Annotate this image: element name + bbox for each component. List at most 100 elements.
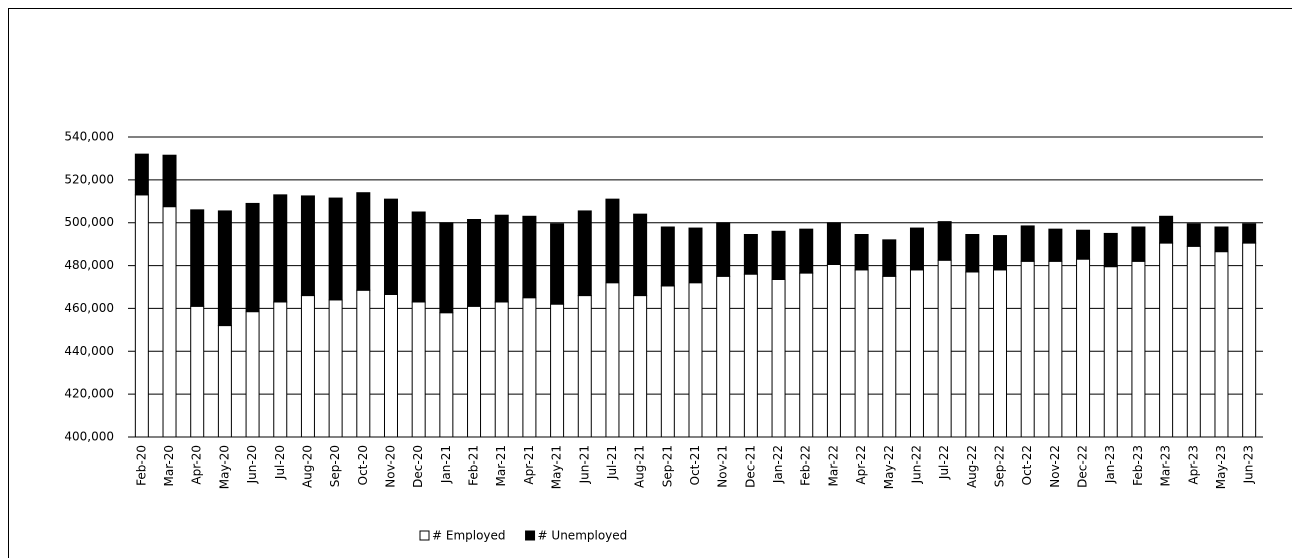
x-tick-label: Nov-22 [1048, 445, 1062, 488]
x-tick-label: Jan-23 [1103, 445, 1117, 484]
bar-segment [522, 297, 537, 438]
bar-segment [245, 311, 260, 438]
bar-segment [799, 228, 814, 274]
x-tick-label: Sep-22 [993, 445, 1007, 487]
bar-segment [688, 227, 703, 284]
x-tick-label: Jan-22 [771, 445, 785, 484]
bar-segment [909, 227, 924, 271]
x-tick-label: Jun-23 [1242, 445, 1256, 484]
x-tick-label: Apr-23 [1186, 445, 1200, 485]
x-tick-label: Oct-20 [356, 445, 370, 485]
bar-segment [826, 264, 841, 438]
bar-segment [1048, 260, 1063, 438]
bar-segment [771, 279, 786, 438]
x-tick-label: Mar-21 [494, 445, 508, 486]
x-tick-label: May-20 [217, 445, 231, 489]
bar-segment [1076, 229, 1091, 260]
bar-segment [217, 210, 232, 327]
legend-swatch [525, 530, 536, 541]
bar-segment [716, 275, 731, 438]
x-tick-label: Oct-21 [688, 445, 702, 485]
bar-segment [771, 230, 786, 281]
bar-segment [660, 226, 675, 287]
x-tick-label: May-23 [1214, 445, 1228, 489]
bar-segment [882, 275, 897, 438]
legend-label: # Employed [432, 529, 506, 543]
y-tick-label: 520,000 [64, 172, 114, 186]
bar-segment [577, 295, 592, 438]
bar-segment [411, 301, 426, 438]
x-tick-label: Oct-22 [1020, 445, 1034, 485]
bar-segment [494, 301, 509, 438]
x-tick-label: Dec-20 [411, 445, 425, 488]
x-tick-label: Apr-22 [854, 445, 868, 485]
bar-segment [909, 269, 924, 438]
y-tick-label: 540,000 [64, 130, 114, 144]
bar-segment [1186, 245, 1201, 438]
x-tick-label: Nov-20 [383, 445, 397, 488]
y-tick-label: 440,000 [64, 344, 114, 358]
y-tick-label: 500,000 [64, 215, 114, 229]
bar-segment [1159, 215, 1174, 244]
bar-segment [356, 289, 371, 438]
bar-segment [1103, 266, 1118, 438]
bar-segment [134, 153, 149, 196]
bar-segment [1103, 232, 1118, 268]
bar-segment [743, 234, 758, 275]
bar-segment [1214, 251, 1229, 438]
bar-segment [356, 192, 371, 291]
x-tick-label: Jun-21 [577, 445, 591, 484]
bar-segment [439, 312, 454, 438]
x-tick-label: Jun-20 [245, 445, 259, 484]
bar-segment [605, 282, 620, 438]
bar-segment [550, 303, 565, 438]
x-tick-label: Jan-21 [439, 445, 453, 484]
bar-segment [1020, 260, 1035, 438]
x-tick-label: Mar-22 [826, 445, 840, 486]
x-tick-label: Feb-21 [467, 445, 481, 486]
bar-segment [688, 282, 703, 438]
bar-segment [993, 235, 1008, 271]
bar-segment [1159, 242, 1174, 438]
bar-segment [854, 234, 869, 271]
x-tick-label: Mar-20 [162, 445, 176, 486]
bar-segment [134, 194, 149, 438]
x-tick-label: Dec-21 [743, 445, 757, 488]
x-tick-label: May-21 [550, 445, 564, 489]
bar-segment [1048, 228, 1063, 262]
bar-segment [937, 221, 952, 261]
bar-segment [1214, 226, 1229, 253]
bar-segment [882, 239, 897, 277]
x-tick-label: Jul-20 [273, 445, 287, 480]
x-tick-label: Jun-22 [909, 445, 923, 484]
bar-segment [467, 219, 482, 307]
bar-segment [1131, 226, 1146, 262]
x-tick-label: Jul-22 [937, 445, 951, 480]
bar-segment [162, 154, 177, 208]
bar-segment [965, 271, 980, 438]
bar-segment [937, 259, 952, 438]
bar-segment [494, 214, 509, 303]
x-tick-label: Jul-21 [605, 445, 619, 480]
bar-segment [273, 301, 288, 438]
bar-segment [467, 305, 482, 438]
bar-segment [799, 272, 814, 438]
bar-segment [854, 269, 869, 438]
y-tick-label: 460,000 [64, 301, 114, 315]
bar-segment [300, 195, 315, 297]
bar-segment [217, 325, 232, 438]
bar-segment [550, 223, 565, 305]
x-tick-label: Feb-20 [134, 445, 148, 486]
chart-frame [8, 8, 1292, 558]
y-tick-label: 420,000 [64, 387, 114, 401]
bar-segment [1076, 258, 1091, 438]
x-tick-label: May-22 [882, 445, 896, 489]
bar-segment [1186, 223, 1201, 247]
bar-segment [522, 215, 537, 299]
bar-segment [743, 273, 758, 438]
x-tick-label: Apr-21 [522, 445, 536, 485]
bar-segment [411, 211, 426, 303]
bar-segment [1242, 223, 1257, 244]
bar-segment [439, 222, 454, 314]
